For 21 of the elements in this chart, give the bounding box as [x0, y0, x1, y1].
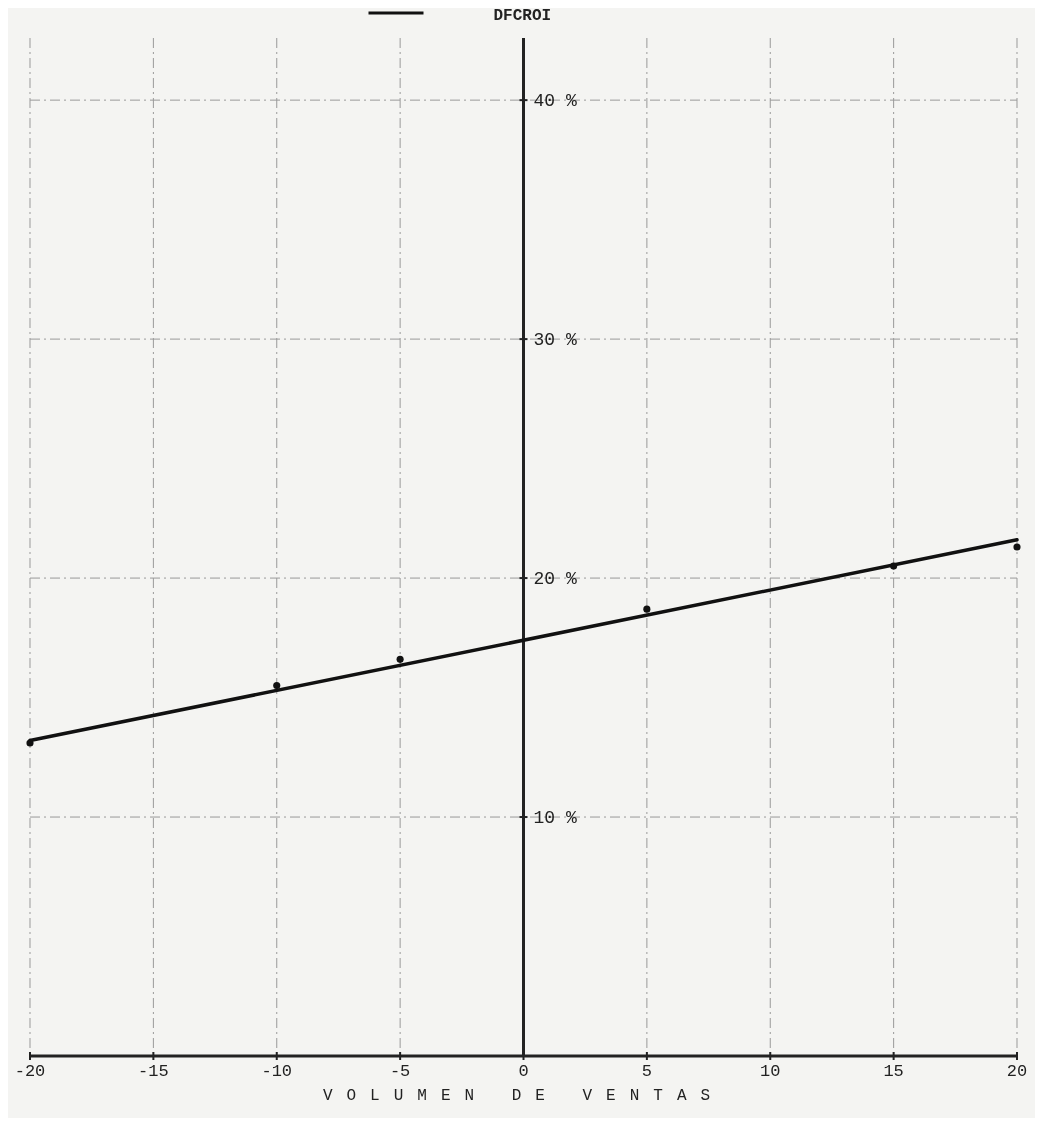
- text: DFCROI: [493, 7, 552, 25]
- y-tick-label: 20 %: [533, 569, 577, 590]
- point: [643, 605, 651, 613]
- x-tick-label: 15: [883, 1062, 904, 1081]
- x-tick-label: -20: [14, 1062, 46, 1081]
- y-tick-label: 30 %: [533, 330, 577, 351]
- point: [890, 562, 898, 570]
- point: [1013, 543, 1021, 551]
- x-tick-label: 20: [1006, 1062, 1028, 1081]
- y-tick-label: 40 %: [533, 91, 577, 112]
- point: [273, 682, 281, 690]
- point: [396, 655, 404, 663]
- x-axis-title: VOLUMEN DE VENTAS: [322, 1087, 725, 1105]
- x-tick-label: 0: [518, 1062, 529, 1081]
- x-tick-label: -10: [261, 1062, 293, 1081]
- x-tick-label: 5: [641, 1062, 652, 1081]
- x-tick-label: -15: [138, 1062, 169, 1081]
- x-tick-label: -5: [389, 1062, 411, 1081]
- point: [26, 739, 34, 747]
- y-tick-label: 10 %: [533, 808, 577, 829]
- x-tick-label: 10: [760, 1062, 781, 1081]
